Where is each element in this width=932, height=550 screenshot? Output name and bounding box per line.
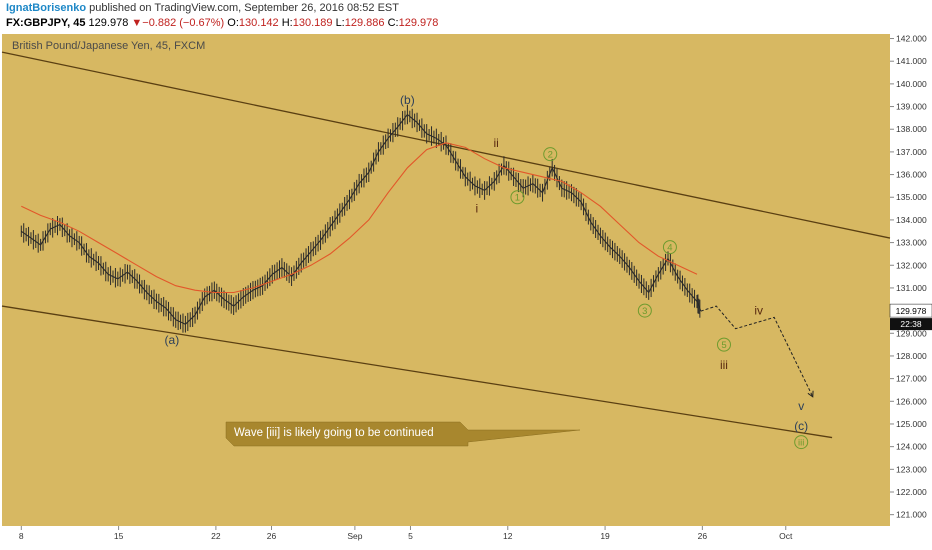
- x-tick-label: 15: [114, 531, 124, 541]
- high-value: 130.189: [292, 17, 333, 29]
- projection-arrowhead: [807, 390, 814, 398]
- x-tick-label: 26: [698, 531, 708, 541]
- channel-lower-line: [1, 305, 833, 439]
- wave-label: iii: [720, 358, 728, 372]
- y-tick-label: 142.000: [896, 34, 927, 44]
- x-tick-label: 12: [503, 531, 513, 541]
- price-axis-ticks: 142.000 141.000 140.000 139.000 138.000 137.0…: [890, 34, 927, 520]
- wave-label: (b): [400, 93, 415, 107]
- x-tick-label: 22: [211, 531, 221, 541]
- wave-projection: [700, 305, 814, 398]
- y-tick-label: 128.000: [896, 351, 927, 361]
- open-value: 130.142: [238, 17, 279, 29]
- time-axis[interactable]: [2, 526, 890, 546]
- x-tick-label: 5: [408, 531, 413, 541]
- y-tick-label: 136.000: [896, 170, 927, 180]
- price-marker-box: [889, 303, 932, 318]
- y-tick-label: 123.000: [896, 464, 927, 474]
- callout-bubble: [225, 421, 581, 447]
- wave-label: (c): [794, 419, 808, 433]
- y-tick-label: 124.000: [896, 442, 927, 452]
- x-tick-label: 19: [600, 531, 610, 541]
- symbol-label: FX:GBPJPY, 45: [6, 17, 86, 29]
- open-label: O:: [227, 17, 239, 29]
- y-tick-label: 140.000: [896, 79, 927, 89]
- time-axis-ticks: 8 15 22 26 Sep 5 12 19 26 Oct: [19, 526, 793, 541]
- close-value: 129.978: [398, 17, 439, 29]
- wave-label: 1: [515, 193, 520, 204]
- wave-label-circle: [510, 190, 525, 205]
- x-tick-label: 26: [267, 531, 277, 541]
- quote-line: FX:GBPJPY, 45 129.978 ▼−0.882 (−0.67%) O…: [6, 17, 438, 29]
- y-tick-label: 127.000: [896, 374, 927, 384]
- wave-label: 4: [667, 243, 672, 254]
- low-label: L:: [335, 17, 345, 29]
- timer-label: 22:38: [900, 319, 922, 329]
- wave-label: (a): [165, 333, 180, 347]
- wave-label-circle: [662, 240, 677, 255]
- last-price: 129.978: [88, 17, 129, 29]
- wave-label: i: [476, 202, 479, 216]
- y-tick-label: 131.000: [896, 283, 927, 293]
- annotation-callout: [225, 421, 581, 447]
- change-value: −0.882 (−0.67%): [142, 17, 225, 29]
- wave-label: 2: [548, 150, 553, 161]
- change-arrow-icon: ▼: [131, 17, 143, 29]
- author-link[interactable]: IgnatBorisenko: [6, 2, 87, 14]
- chart-title: British Pound/Japanese Yen, 45, FXCM: [12, 40, 205, 52]
- y-tick-label: 135.000: [896, 192, 927, 202]
- wave-label-circle: [794, 435, 809, 450]
- moving-average-line: [21, 142, 698, 294]
- wave-label: 5: [721, 340, 726, 351]
- y-tick-label: 129.000: [896, 328, 927, 338]
- wave-label: iv: [754, 304, 763, 318]
- y-tick-label: 139.000: [896, 102, 927, 112]
- annotation-text: Wave [iii] is likely going to be continu…: [234, 427, 434, 439]
- y-tick-label: 141.000: [896, 56, 927, 66]
- y-tick-label: 133.000: [896, 238, 927, 248]
- high-label: H:: [281, 17, 293, 29]
- price-chart[interactable]: British Pound/Japanese Yen, 45, FXCM (b)…: [0, 32, 932, 550]
- moving-average: [21, 142, 698, 294]
- x-tick-label: 8: [19, 531, 24, 541]
- timer-box: [890, 318, 932, 331]
- projection-path: [700, 305, 814, 398]
- close-label: C:: [387, 17, 399, 29]
- y-tick-label: 122.000: [896, 487, 927, 497]
- wave-label-circle: [543, 147, 558, 162]
- header-bar: IgnatBorisenko published on TradingView.…: [0, 0, 932, 32]
- wave-label: 3: [642, 306, 647, 317]
- low-value: 129.886: [344, 17, 385, 29]
- wave-label-circle: [716, 337, 731, 352]
- price-marker-label: 129.978: [896, 306, 927, 316]
- y-tick-label: 126.000: [896, 396, 927, 406]
- last-price-marker: 129.978 22:38: [889, 303, 932, 331]
- wave-label: v: [798, 399, 804, 413]
- wave-label: ii: [494, 136, 499, 150]
- price-axis[interactable]: [890, 34, 932, 526]
- published-text: published on TradingView.com, September …: [89, 2, 399, 14]
- y-tick-label: 121.000: [896, 510, 927, 520]
- wave-label-circle: [637, 303, 652, 318]
- publish-line: IgnatBorisenko published on TradingView.…: [6, 2, 399, 14]
- price-series: [20, 104, 702, 333]
- x-tick-label: Sep: [347, 531, 362, 541]
- y-tick-label: 137.000: [896, 147, 927, 157]
- y-tick-label: 138.000: [896, 124, 927, 134]
- y-tick-label: 125.000: [896, 419, 927, 429]
- y-tick-label: 134.000: [896, 215, 927, 225]
- y-tick-label: 132.000: [896, 260, 927, 270]
- wave-label: iii: [798, 438, 804, 449]
- x-tick-label: Oct: [779, 531, 793, 541]
